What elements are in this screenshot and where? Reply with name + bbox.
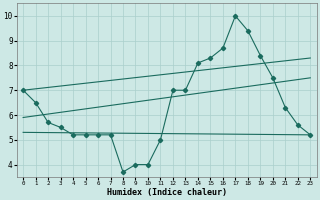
X-axis label: Humidex (Indice chaleur): Humidex (Indice chaleur)	[107, 188, 227, 197]
